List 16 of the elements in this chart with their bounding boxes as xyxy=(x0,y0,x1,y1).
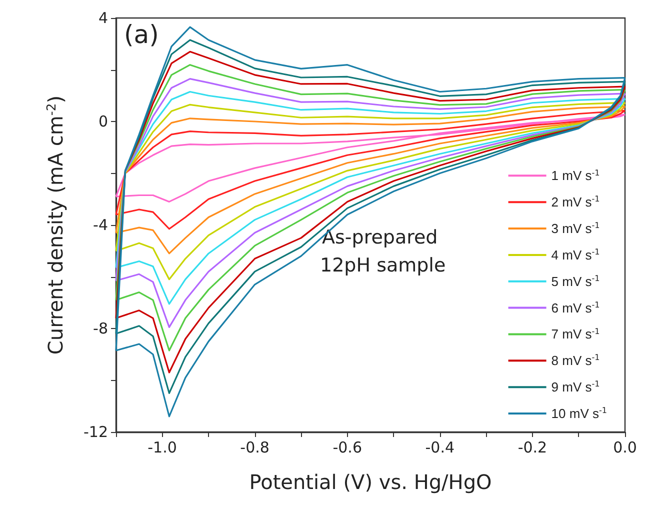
y-tick-label: -4 xyxy=(93,216,108,234)
y-tick-label: 0 xyxy=(98,112,108,130)
x-tick-label: -0.6 xyxy=(332,438,362,456)
x-tick-label: -1.0 xyxy=(148,438,177,456)
y-axis-title: Current density (mA cm-2) xyxy=(44,95,68,355)
annotation: (a) xyxy=(124,20,159,49)
x-tick-label: -0.2 xyxy=(518,438,548,456)
x-tick-label: -0.4 xyxy=(425,438,455,456)
x-axis-title: Potential (V) vs. Hg/HgO xyxy=(249,470,492,494)
x-tick-label: -0.8 xyxy=(240,438,270,456)
y-tick-label: 4 xyxy=(98,9,108,27)
y-tick-label: -8 xyxy=(93,320,108,338)
annotation: 12pH sample xyxy=(320,254,446,276)
annotation: As-prepared xyxy=(322,226,438,248)
x-tick-label: 0.0 xyxy=(613,438,637,456)
y-tick-label: -12 xyxy=(84,423,108,441)
